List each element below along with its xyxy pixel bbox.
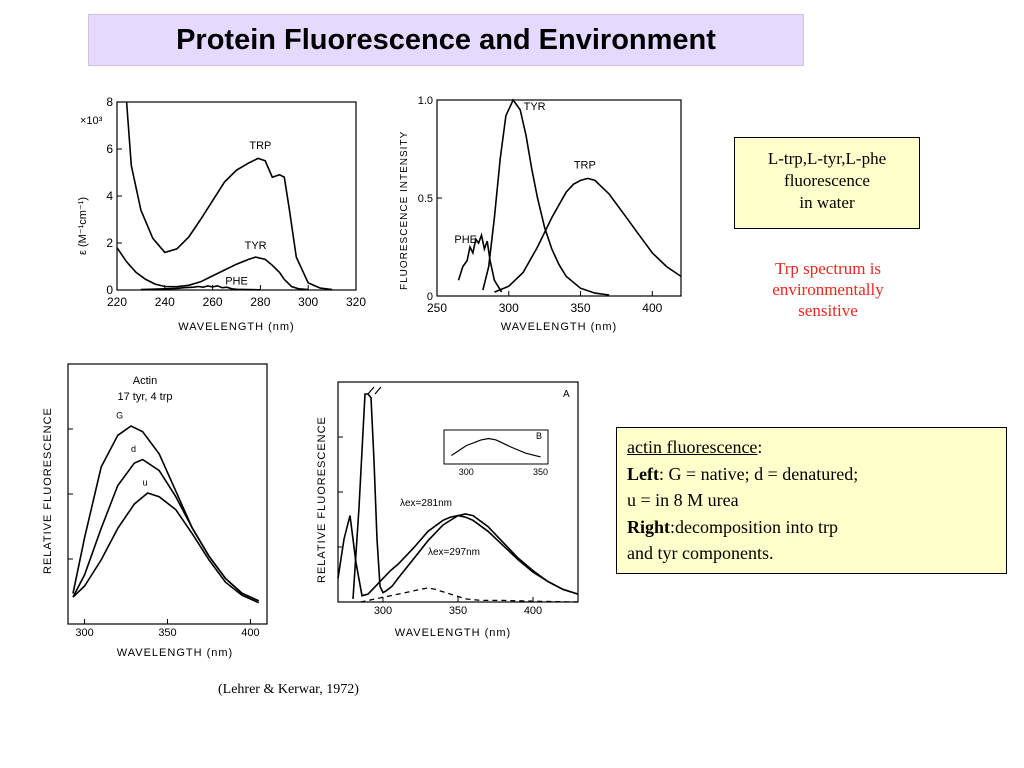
water-y-tick-label: 0 xyxy=(427,291,433,303)
actin-x-tick-label: 300 xyxy=(75,627,93,639)
absorption-series-label: PHE xyxy=(225,275,248,287)
absorption-y-multiplier: ×10³ xyxy=(80,115,103,127)
actin-caption-head: actin fluorescence xyxy=(627,437,758,457)
absorption-y-tick-label: 6 xyxy=(106,142,113,156)
components-line: and tyr components. xyxy=(627,543,774,563)
actin-subtitle: 17 tyr, 4 trp xyxy=(117,391,172,403)
actin-x-tick-label: 400 xyxy=(241,627,259,639)
decomposition-inset-line xyxy=(451,437,541,458)
actin-series-u-line xyxy=(72,492,260,604)
decomposition-inset-frame xyxy=(443,429,549,465)
absorption-y-axis-label: ε (M⁻¹cm⁻¹) xyxy=(77,197,89,255)
actin-series-d-line xyxy=(72,458,260,602)
actin-title: Actin xyxy=(133,375,157,387)
water-y-tick-label: 1.0 xyxy=(418,95,433,107)
absorption-series-phe-line xyxy=(140,284,261,291)
actin-caption: actin fluorescence: Left: G = native; d … xyxy=(616,427,1007,574)
absorption-x-tick-label: 300 xyxy=(298,295,318,309)
note-line2: environmentally xyxy=(772,280,884,299)
decomposition-chart: 300 350 400 A RELATIVE FLUORESCENCE WAVELENGT… xyxy=(316,381,579,639)
citation: (Lehrer & Kerwar, 1972) xyxy=(218,682,359,697)
left-label: Left xyxy=(627,463,659,484)
water-series-label: TYR xyxy=(524,101,546,113)
left-text: : G = native; d = denatured; xyxy=(658,463,859,484)
absorption-series-label: TYR xyxy=(245,240,267,252)
urea-line: u = in 8 M urea xyxy=(627,490,739,510)
absorption-series-trp-line xyxy=(125,101,333,291)
actin-x-axis-label: WAVELENGTH (nm) xyxy=(117,647,233,659)
water-x-axis-label: WAVELENGTH (nm) xyxy=(501,321,617,333)
absorption-x-tick-label: 320 xyxy=(346,295,366,309)
water-x-tick-label: 350 xyxy=(571,301,591,315)
water-caption-line1: L-trp,L-tyr,L-phe xyxy=(767,149,887,168)
decomposition-series-tyr-dashed-line xyxy=(360,587,579,603)
decomposition-x-tick-label: 400 xyxy=(524,605,542,617)
environment-note: Trp spectrum is environmentally sensitiv… xyxy=(732,258,924,321)
decomposition-annotation: λex=297nm xyxy=(428,547,480,558)
actin-series-g-line xyxy=(72,425,260,602)
absorption-y-tick-label: 8 xyxy=(106,95,113,109)
absorption-x-tick-label: 280 xyxy=(250,295,270,309)
absorption-plot-frame xyxy=(116,101,357,291)
absorption-chart: 220 240 260 280 300 320 0 2 4 6 8×10³ ε (M⁻¹cm⁻¹) WA… xyxy=(77,95,366,333)
actin-fluorescence-chart: 300 350 400 Actin 17 tyr, 4 trp RELATIVE FLUO… xyxy=(42,363,268,659)
actin-plot-frame xyxy=(67,363,268,625)
decomposition-x-axis-label: WAVELENGTH (nm) xyxy=(395,627,511,639)
absorption-y-tick-label: 2 xyxy=(106,236,113,250)
title-banner: Protein Fluorescence and Environment xyxy=(88,14,804,66)
actin-x-tick-label: 350 xyxy=(158,627,176,639)
page-title: Protein Fluorescence and Environment xyxy=(176,23,716,56)
right-text: :decomposition into trp xyxy=(670,516,839,537)
decomposition-series-297-line xyxy=(352,393,579,599)
water-x-tick-label: 300 xyxy=(499,301,519,315)
water-y-axis-label: FLUORESCENCE INTENSITY xyxy=(399,131,410,290)
actin-y-axis-label: RELATIVE FLUORESCENCE xyxy=(42,407,54,574)
absorption-series-tyr-line xyxy=(116,247,309,291)
decomposition-panel-label: A xyxy=(563,389,570,400)
decomposition-y-axis-label: RELATIVE FLUORESCENCE xyxy=(316,416,328,583)
actin-series-label: u xyxy=(143,478,148,488)
decomposition-x-tick-label: 350 xyxy=(449,605,467,617)
water-x-tick-label: 250 xyxy=(427,301,447,315)
note-line3: sensitive xyxy=(798,301,858,320)
water-series-label: TRP xyxy=(574,160,596,172)
decomposition-annotation: λex=281nm xyxy=(400,498,452,509)
water-y-tick-label: 0.5 xyxy=(418,193,433,205)
absorption-x-axis-label: WAVELENGTH (nm) xyxy=(178,321,294,333)
actin-series-label: d xyxy=(131,444,136,454)
decomposition-inset-tick-label: 300 xyxy=(459,467,474,477)
decomposition-inset-label: B xyxy=(536,431,542,441)
absorption-series-label: TRP xyxy=(249,140,271,152)
right-label: Right xyxy=(627,516,671,537)
fluorescence-water-chart: 250 300 350 400 0 0.5 1.0 FLUORESCENCE INTENSIT… xyxy=(399,95,682,333)
absorption-x-tick-label: 240 xyxy=(155,295,175,309)
water-series-trp-line xyxy=(494,177,682,293)
absorption-x-tick-label: 260 xyxy=(203,295,223,309)
decomposition-inset-tick-label: 350 xyxy=(533,467,548,477)
water-plot-frame xyxy=(436,99,682,297)
water-x-tick-label: 400 xyxy=(642,301,662,315)
actin-series-label: G xyxy=(116,411,123,421)
decomposition-x-tick-label: 300 xyxy=(374,605,392,617)
water-series-tyr-line xyxy=(482,98,610,296)
water-caption-line3: in water xyxy=(799,193,855,212)
water-caption: L-trp,L-tyr,L-phe fluorescence in water xyxy=(734,137,920,229)
absorption-x-tick-label: 220 xyxy=(107,295,127,309)
decomposition-break-mark xyxy=(367,386,382,395)
absorption-y-tick-label: 4 xyxy=(106,189,113,203)
water-series-label: PHE xyxy=(454,234,477,246)
decomposition-series-281-line xyxy=(337,514,579,597)
note-line1: Trp spectrum is xyxy=(774,259,882,278)
water-caption-line2: fluorescence xyxy=(784,171,870,190)
absorption-y-tick-label: 0 xyxy=(106,283,113,297)
actin-caption-colon: : xyxy=(757,437,763,457)
decomposition-plot-frame xyxy=(337,381,579,603)
